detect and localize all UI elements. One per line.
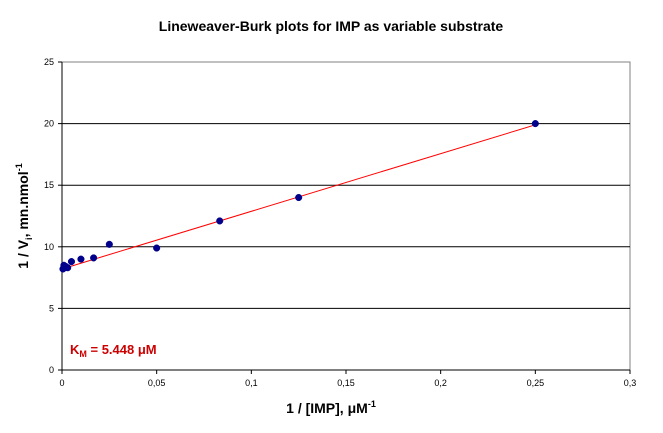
- x-tick-label: 0: [59, 378, 64, 388]
- y-axis-label: 1 / Vi, mn.nmol-1: [14, 163, 34, 268]
- plot-frame: [61, 61, 631, 371]
- x-tick-label: 0,2: [434, 378, 447, 388]
- y-axis-label-subscript: i: [24, 237, 34, 240]
- x-axis-label-main: 1 / [IMP], μM: [286, 400, 368, 416]
- y-tick-label: 10: [44, 242, 54, 252]
- y-axis-label-units: , mn.nmol: [15, 171, 31, 237]
- axes: [58, 61, 631, 374]
- data-point: [105, 240, 113, 248]
- km-annotation: KM = 5.448 μM: [70, 342, 157, 359]
- y-tick-label: 25: [44, 57, 54, 67]
- data-points: [59, 120, 539, 273]
- km-annotation-subscript: M: [79, 349, 87, 359]
- data-point: [216, 217, 224, 225]
- chart-title: Lineweaver-Burk plots for IMP as variabl…: [159, 18, 504, 34]
- y-tick-label: 5: [49, 303, 54, 313]
- x-tick-label: 0,15: [337, 378, 355, 388]
- km-annotation-value: = 5.448 μM: [87, 342, 157, 357]
- plot-area: [58, 61, 631, 374]
- x-tick-label: 0,25: [527, 378, 545, 388]
- x-axis-label-superscript: -1: [368, 399, 376, 409]
- data-point: [67, 258, 76, 266]
- x-axis-label: 1 / [IMP], μM-1: [286, 399, 376, 416]
- data-point: [153, 244, 161, 252]
- data-point: [295, 193, 303, 202]
- x-tick-label: 0,05: [148, 378, 166, 388]
- y-axis-label-superscript: -1: [14, 163, 24, 171]
- km-annotation-prefix: K: [70, 342, 80, 357]
- data-point: [77, 255, 85, 263]
- x-tick-labels: 0 0,05 0,1 0,15 0,2 0,25 0,3: [59, 378, 636, 388]
- y-tick-label: 20: [44, 119, 54, 129]
- data-point: [90, 254, 98, 262]
- y-tick-label: 0: [49, 365, 54, 375]
- data-point: [64, 264, 72, 272]
- data-point: [531, 120, 539, 128]
- y-tick-labels: 0 5 10 15 20 25: [44, 57, 54, 375]
- x-tick-label: 0,3: [624, 378, 637, 388]
- y-tick-label: 15: [44, 180, 54, 190]
- y-axis-label-prefix: 1 / V: [15, 239, 31, 268]
- x-tick-label: 0,1: [245, 378, 258, 388]
